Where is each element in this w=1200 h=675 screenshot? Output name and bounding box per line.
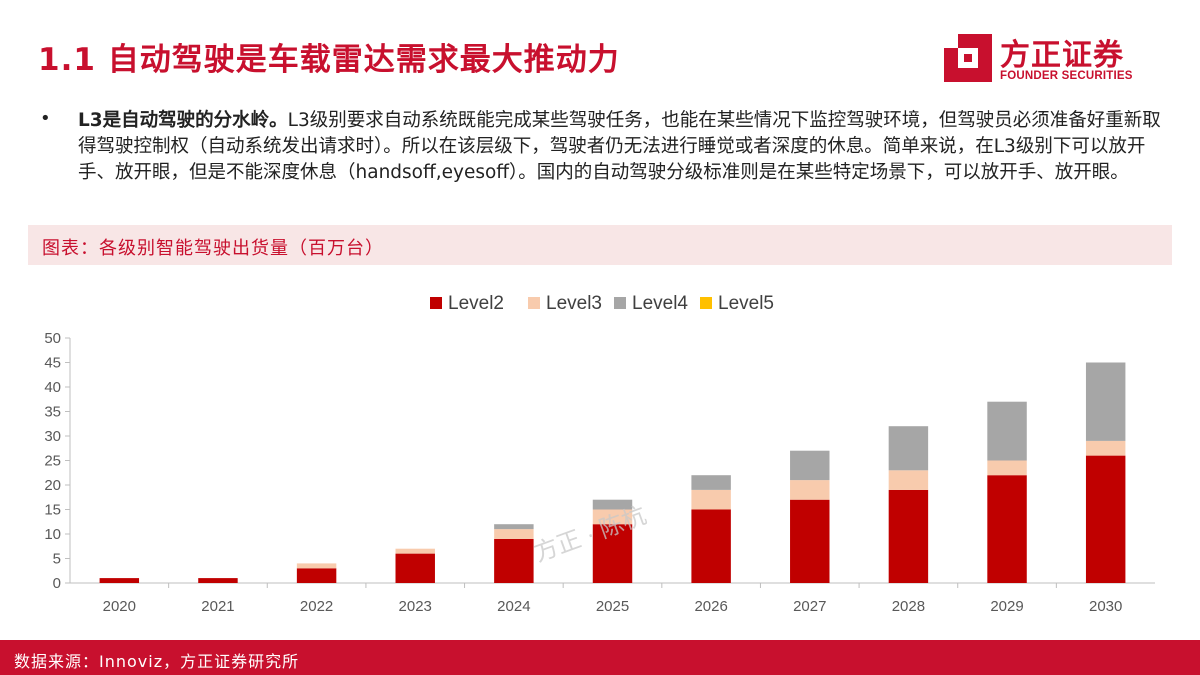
y-tick-label: 25 xyxy=(44,453,61,470)
x-tick-label: 2021 xyxy=(201,598,234,615)
y-tick-label: 15 xyxy=(44,502,61,519)
footer-bar: 数据来源：Innoviz，方正证券研究所 xyxy=(0,640,1200,675)
bar-level3-2028 xyxy=(888,470,929,490)
bar-level2-2024 xyxy=(494,538,534,583)
bar-level2-2023 xyxy=(395,553,435,583)
bar-level2-2027 xyxy=(790,499,830,583)
bar-level4-2026 xyxy=(691,475,731,490)
footer-source: 数据来源：Innoviz，方正证券研究所 xyxy=(14,652,300,671)
bar-level4-2029 xyxy=(987,401,1027,461)
bar-level3-2027 xyxy=(790,480,830,500)
bullet-bold-lead: L3是自动驾驶的分水岭。 xyxy=(78,110,288,131)
bar-level3-2023 xyxy=(395,548,435,554)
bar-level2-2026 xyxy=(691,509,731,583)
x-tick-label: 2023 xyxy=(399,598,432,615)
x-tick-label: 2024 xyxy=(497,598,530,615)
bar-level4-2030 xyxy=(1085,362,1126,441)
founder-logo-icon xyxy=(944,34,992,82)
bar-level2-2021 xyxy=(198,578,238,583)
y-tick-label: 35 xyxy=(44,404,61,421)
bar-level2-2028 xyxy=(888,489,929,583)
bar-level3-2029 xyxy=(987,460,1027,476)
bar-level2-2029 xyxy=(987,475,1027,583)
y-tick-label: 40 xyxy=(44,379,61,396)
x-tick-label: 2020 xyxy=(103,598,136,615)
chart-caption: 图表：各级别智能驾驶出货量（百万台） xyxy=(42,238,384,259)
x-tick-label: 2026 xyxy=(694,598,727,615)
x-tick-label: 2030 xyxy=(1089,598,1122,615)
bar-level4-2028 xyxy=(888,426,929,471)
bar-level4-2024 xyxy=(494,524,534,530)
bullet-body: L3级别要求自动系统既能完成某些驾驶任务，也能在某些情况下监控驾驶环境，但驾驶员… xyxy=(78,110,1161,183)
y-tick-label: 30 xyxy=(44,428,61,445)
bar-level3-2030 xyxy=(1085,440,1126,456)
bar-level2-2020 xyxy=(99,578,140,583)
x-tick-label: 2027 xyxy=(793,598,826,615)
y-tick-label: 10 xyxy=(44,526,61,543)
y-tick-label: 50 xyxy=(44,330,61,347)
y-tick-label: 20 xyxy=(44,477,61,494)
company-logo: 方正证券 FOUNDER SECURITIES xyxy=(944,30,1154,86)
bar-level3-2022 xyxy=(296,563,337,569)
x-tick-label: 2022 xyxy=(300,598,333,615)
bar-level4-2027 xyxy=(790,450,830,481)
bar-level2-2025 xyxy=(592,524,633,583)
page-title: 1.1 自动驾驶是车载雷达需求最大推动力 xyxy=(38,42,620,78)
bullet-text: L3是自动驾驶的分水岭。L3级别要求自动系统既能完成某些驾驶任务，也能在某些情况… xyxy=(78,108,1170,186)
legend-swatch-level2 xyxy=(430,297,442,309)
legend-label-level4: Level4 xyxy=(632,293,688,314)
legend-swatch-level4 xyxy=(614,297,626,309)
logo-english-name: FOUNDER SECURITIES xyxy=(1000,70,1133,82)
logo-chinese-name: 方正证券 xyxy=(1000,38,1124,73)
y-tick-label: 5 xyxy=(53,551,61,568)
x-tick-label: 2025 xyxy=(596,598,629,615)
bar-level2-2030 xyxy=(1085,455,1126,583)
bar-level2-2022 xyxy=(296,568,337,583)
y-tick-label: 45 xyxy=(44,355,61,372)
legend-label-level2: Level2 xyxy=(448,293,504,314)
chart-caption-bar: 图表：各级别智能驾驶出货量（百万台） xyxy=(28,225,1172,265)
legend-label-level5: Level5 xyxy=(718,293,774,314)
bar-level3-2024 xyxy=(494,529,534,539)
legend-swatch-level5 xyxy=(700,297,712,309)
x-tick-label: 2028 xyxy=(892,598,925,615)
x-tick-label: 2029 xyxy=(990,598,1023,615)
legend-label-level3: Level3 xyxy=(546,293,602,314)
bar-level3-2025 xyxy=(592,509,633,525)
bullet-dot-icon: • xyxy=(40,108,51,129)
bar-level4-2025 xyxy=(592,499,633,510)
y-tick-label: 0 xyxy=(53,575,61,592)
bar-level3-2026 xyxy=(691,489,731,510)
legend-swatch-level3 xyxy=(528,297,540,309)
